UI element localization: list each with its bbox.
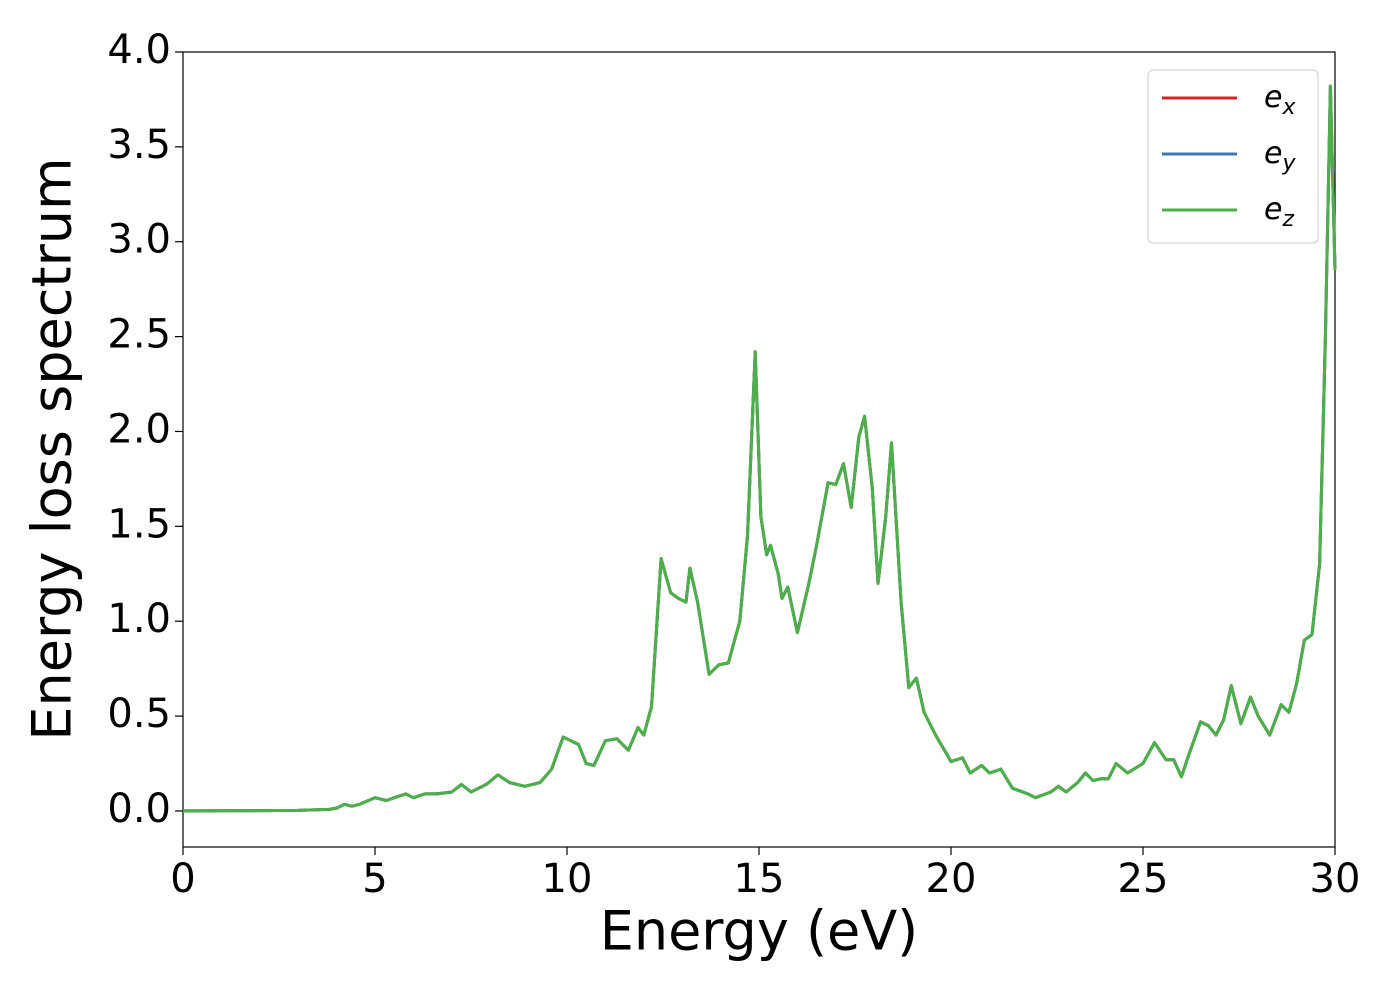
legend-label-base: e (1264, 192, 1282, 227)
y-tick-label: 0.0 (107, 786, 171, 832)
data-line (182, 84, 1337, 813)
x-tick-label: 20 (926, 856, 977, 902)
y-axis-label: Energy loss spectrum (21, 157, 84, 740)
legend-label-base: e (1264, 136, 1282, 171)
x-axis-label: Energy (eV) (600, 900, 919, 963)
legend-label: ez (1264, 192, 1294, 233)
legend-label-base: e (1264, 80, 1282, 115)
x-tick-label: 0 (170, 856, 195, 902)
legend-label-sub: y (1281, 151, 1296, 176)
y-tick-label: 0.5 (107, 691, 171, 737)
y-tick-label: 3.5 (107, 122, 171, 168)
y-tick-label: 1.0 (107, 596, 171, 642)
y-tick-label: 2.0 (107, 406, 171, 452)
y-tick-label: 3.0 (107, 217, 171, 263)
y-tick-label: 4.0 (107, 27, 171, 73)
y-tick-label: 2.5 (107, 312, 171, 358)
legend-label-sub: z (1281, 207, 1294, 232)
legend-box (1147, 69, 1319, 244)
legend-label-sub: x (1281, 95, 1296, 120)
x-tick-label: 5 (362, 856, 387, 902)
y-tick-label: 1.5 (107, 501, 171, 547)
x-tick-label: 10 (542, 856, 593, 902)
legend-label: ex (1264, 80, 1296, 121)
x-tick-label: 25 (1118, 856, 1169, 902)
x-tick-label: 30 (1310, 856, 1361, 902)
x-tick-label: 15 (734, 856, 785, 902)
legend-label: ey (1264, 136, 1296, 177)
